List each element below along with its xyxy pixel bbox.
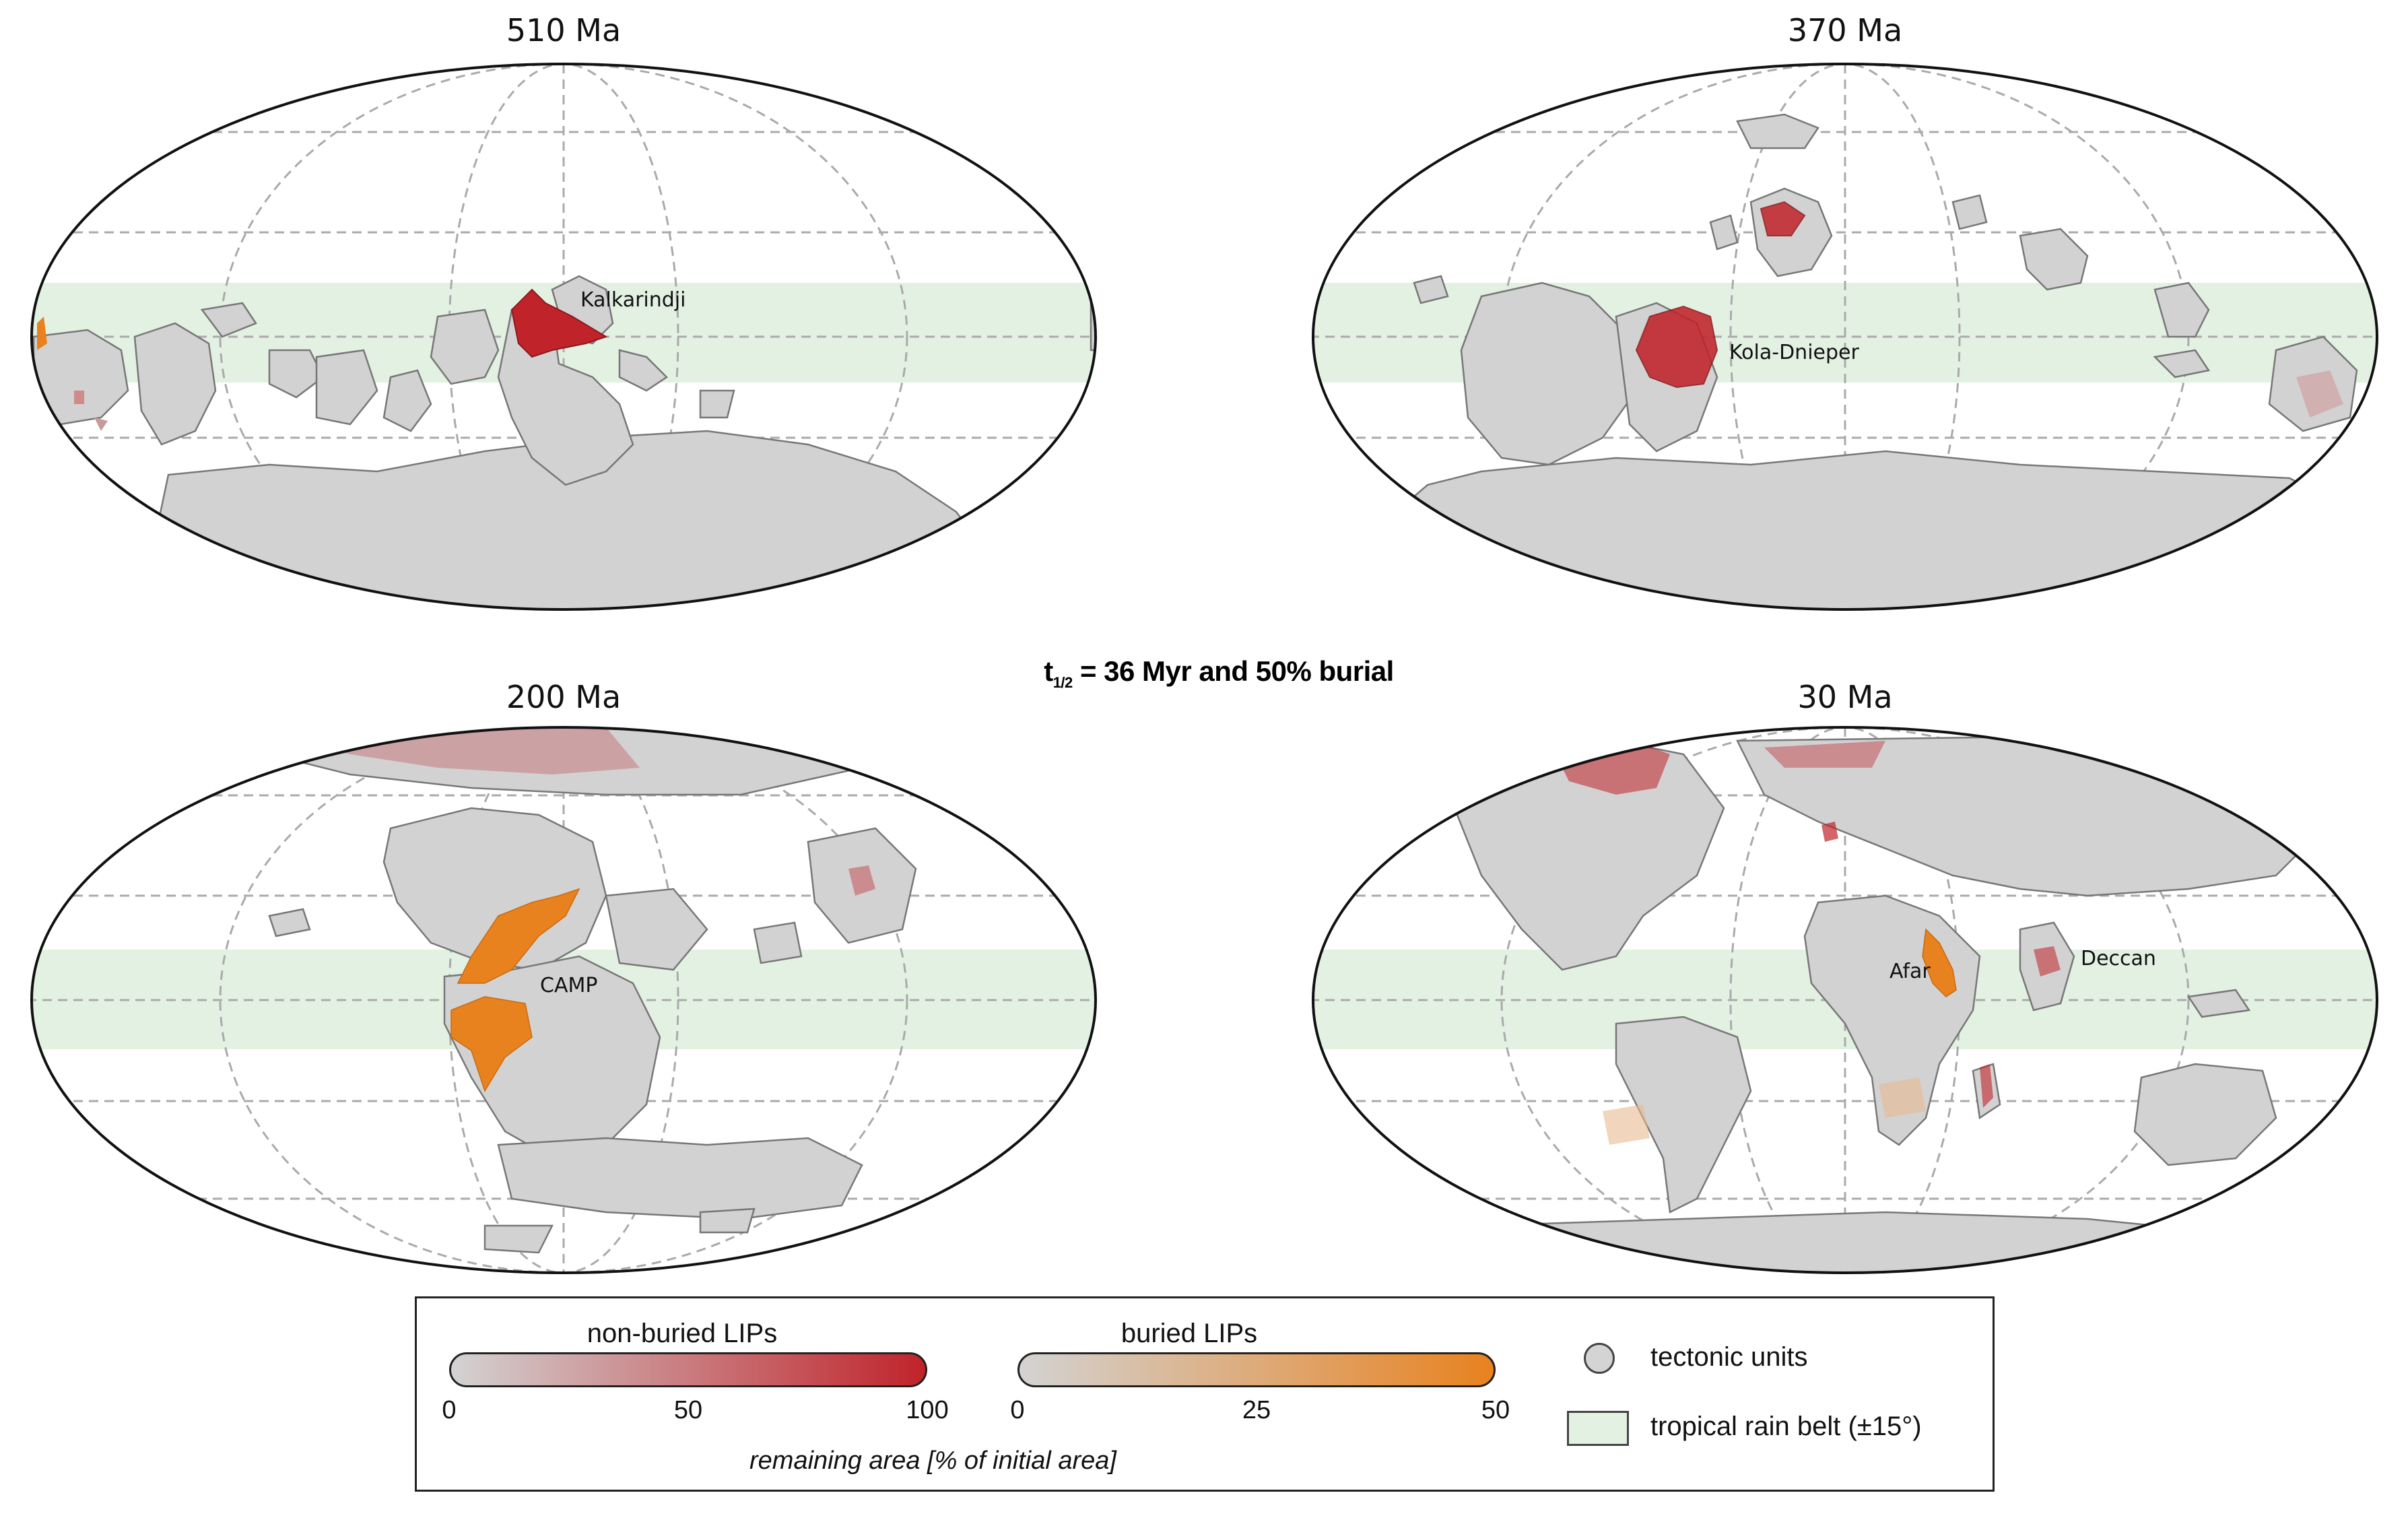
map-panel-510: Kalkarindji bbox=[30, 63, 1097, 611]
lip-buried-small bbox=[37, 317, 47, 350]
lip-small bbox=[2296, 370, 2343, 418]
tectonic-units bbox=[1446, 733, 2325, 1273]
lip-deccan bbox=[2034, 946, 2061, 976]
legend: non-buried LIPs 0 50 100 buried LIPs 0 2… bbox=[415, 1296, 1995, 1492]
lip-madagascar bbox=[1980, 1064, 1993, 1108]
buried-colorbar bbox=[1017, 1352, 1496, 1387]
label-kola-dnieper: Kola-Dnieper bbox=[1729, 341, 1859, 364]
title-subscript: 1/2 bbox=[1052, 674, 1073, 691]
colorbar-axis-label: remaining area [% of initial area] bbox=[749, 1447, 1116, 1475]
lip-small bbox=[74, 391, 84, 404]
panel-title-30: 30 Ma bbox=[1797, 679, 1893, 715]
nonburied-tick-100: 100 bbox=[906, 1396, 949, 1424]
lip-small bbox=[94, 418, 108, 431]
label-camp: CAMP bbox=[540, 974, 597, 997]
buried-tick-0: 0 bbox=[1010, 1396, 1025, 1424]
figure-title: t1/2 = 36 Myr and 50% burial bbox=[929, 655, 1508, 692]
map-outline bbox=[1312, 726, 2378, 1274]
lip-small bbox=[1760, 201, 1806, 236]
tropical-belt-label: tropical rain belt (±15°) bbox=[1650, 1412, 1922, 1441]
buried-colorbar-title: buried LIPs bbox=[1121, 1319, 1258, 1348]
lip-faded bbox=[1764, 741, 1885, 768]
tectonic-units-label: tectonic units bbox=[1650, 1342, 1808, 1372]
map-outline bbox=[30, 63, 1097, 611]
lip-karoo bbox=[1879, 1078, 1926, 1118]
panel-title-510: 510 Ma bbox=[506, 12, 622, 48]
lip-small bbox=[848, 865, 875, 896]
rectangle-icon bbox=[1567, 1411, 1629, 1446]
label-afar: Afar bbox=[1889, 960, 1931, 983]
panel-title-370: 370 Ma bbox=[1787, 12, 1903, 48]
title-suffix: = 36 Myr and 50% burial bbox=[1072, 655, 1394, 687]
lip-afar bbox=[1922, 928, 1957, 997]
lip-small bbox=[1821, 822, 1838, 842]
map-outline bbox=[30, 726, 1097, 1274]
nonburied-colorbar-title: non-buried LIPs bbox=[587, 1319, 778, 1348]
tectonic-units bbox=[254, 727, 917, 1254]
lip-parana bbox=[1603, 1104, 1650, 1145]
tectonic-units bbox=[32, 275, 1096, 609]
title-prefix: t bbox=[1044, 655, 1053, 687]
nonburied-colorbar bbox=[449, 1352, 927, 1387]
map-panel-200: CAMP bbox=[30, 726, 1097, 1274]
map-outline bbox=[1312, 63, 2378, 611]
label-kalkarindji: Kalkarindji bbox=[580, 288, 686, 312]
maps-svg: Kalkarindji bbox=[30, 63, 2378, 1274]
panel-title-200: 200 Ma bbox=[506, 679, 622, 715]
circle-icon bbox=[1584, 1343, 1615, 1374]
map-panel-30: Afar Deccan bbox=[1312, 726, 2378, 1274]
nonburied-tick-50: 50 bbox=[673, 1396, 703, 1424]
buried-tick-50: 50 bbox=[1481, 1396, 1510, 1424]
label-deccan: Deccan bbox=[2081, 947, 2156, 970]
lip-camp bbox=[450, 888, 580, 1092]
map-panel-370: Kola-Dnieper bbox=[1312, 63, 2378, 611]
lip-kola-dnieper bbox=[1635, 305, 1718, 389]
lip-kalkarindji bbox=[510, 288, 608, 358]
buried-tick-25: 25 bbox=[1242, 1396, 1271, 1424]
nonburied-tick-0: 0 bbox=[442, 1396, 457, 1424]
